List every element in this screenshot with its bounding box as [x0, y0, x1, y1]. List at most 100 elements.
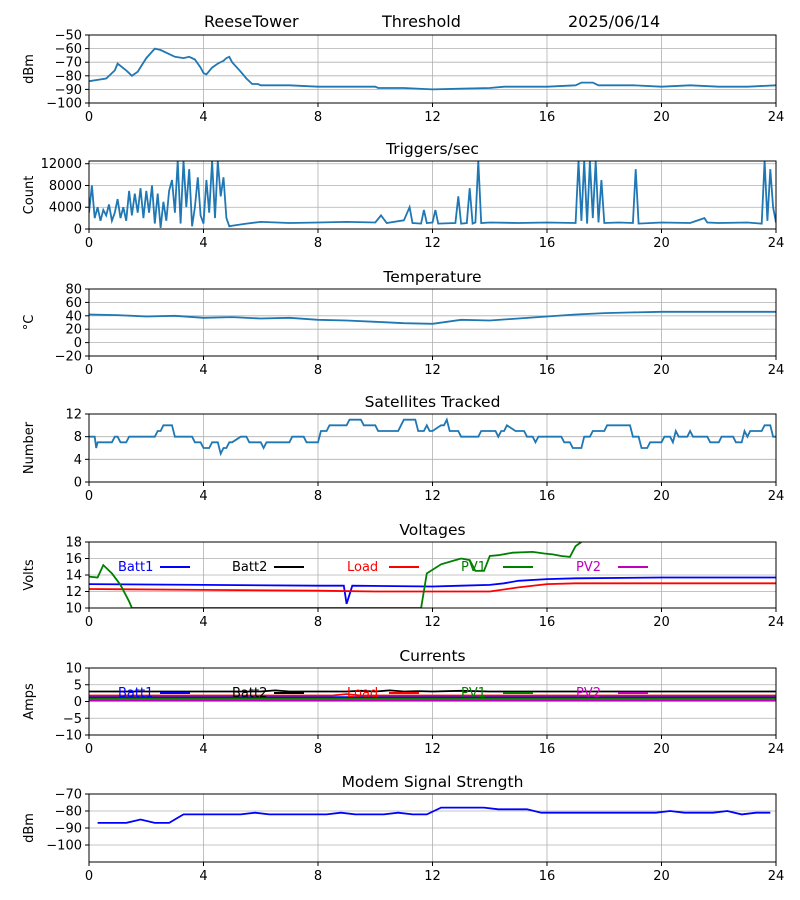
y-tick-label: −5 — [63, 712, 82, 727]
x-tick-label: 24 — [768, 615, 785, 630]
panel-6: 0 4 8 12 16 20 24 −100 −90 −80 −70 Modem Signal Str… — [22, 773, 784, 884]
y-tick-label: 80 — [65, 283, 82, 298]
header-station: ReeseTower — [204, 12, 299, 31]
x-tick-label: 20 — [653, 489, 670, 504]
x-tick-label: 24 — [768, 236, 785, 251]
series-line-batt2 — [89, 689, 776, 693]
series-line-pv1 — [89, 542, 582, 608]
y-tick-label: 20 — [65, 323, 82, 338]
panel-title: Modem Signal Strength — [342, 773, 524, 791]
y-tick-label: 10 — [65, 662, 82, 677]
y-tick-label: −20 — [55, 350, 82, 365]
legend-label: Batt2 — [232, 686, 267, 701]
y-axis-label: Amps — [22, 683, 37, 720]
x-tick-label: 0 — [85, 236, 93, 251]
x-tick-label: 12 — [424, 615, 441, 630]
series-line — [89, 47, 776, 91]
x-tick-label: 4 — [199, 363, 207, 378]
x-tick-label: 20 — [653, 236, 670, 251]
y-tick-label: −70 — [55, 788, 82, 803]
legend-label: PV1 — [461, 686, 486, 701]
panel-1: 0 4 8 12 16 20 24 0 4000 8000 12000 Triggers/sec Cou… — [22, 140, 784, 251]
y-tick-label: −70 — [55, 56, 82, 71]
x-tick-label: 8 — [314, 742, 322, 757]
y-tick-label: 12000 — [41, 157, 82, 172]
panel-title: Temperature — [382, 268, 481, 286]
x-tick-label: 4 — [199, 869, 207, 884]
y-tick-label: 40 — [65, 309, 82, 324]
y-tick-label: −90 — [55, 822, 82, 837]
x-tick-label: 8 — [314, 869, 322, 884]
x-tick-label: 8 — [314, 236, 322, 251]
y-tick-label: −100 — [46, 839, 82, 854]
y-tick-label: 0 — [74, 695, 82, 710]
x-tick-label: 24 — [768, 742, 785, 757]
x-tick-label: 16 — [539, 615, 556, 630]
y-tick-label: −100 — [46, 97, 82, 112]
x-tick-label: 0 — [85, 110, 93, 125]
x-tick-label: 4 — [199, 742, 207, 757]
y-tick-label: 10 — [65, 602, 82, 617]
y-tick-label: 4 — [74, 453, 82, 468]
x-tick-label: 20 — [653, 742, 670, 757]
series-line — [89, 417, 776, 457]
x-tick-label: 4 — [199, 489, 207, 504]
x-tick-label: 12 — [424, 742, 441, 757]
y-tick-label: 60 — [65, 296, 82, 311]
x-tick-label: 0 — [85, 489, 93, 504]
y-tick-label: 0 — [74, 223, 82, 238]
x-tick-label: 8 — [314, 615, 322, 630]
x-tick-label: 16 — [539, 869, 556, 884]
series-line — [89, 310, 776, 325]
y-tick-label: −10 — [55, 729, 82, 744]
legend-label: Batt1 — [118, 686, 153, 701]
y-tick-label: 4000 — [49, 201, 82, 216]
legend-label: Batt2 — [232, 560, 267, 575]
series-line-batt1 — [89, 576, 776, 605]
x-tick-label: 4 — [199, 615, 207, 630]
series-line — [89, 161, 776, 228]
panel-title: Currents — [399, 647, 465, 665]
x-tick-label: 8 — [314, 110, 322, 125]
y-tick-label: 8000 — [49, 179, 82, 194]
y-tick-label: 16 — [65, 552, 82, 567]
x-tick-label: 16 — [539, 742, 556, 757]
x-tick-label: 0 — [85, 615, 93, 630]
legend-label: PV2 — [576, 560, 601, 575]
series-line-load — [89, 582, 776, 593]
x-tick-label: 24 — [768, 363, 785, 378]
y-tick-label: 8 — [74, 430, 82, 445]
x-tick-label: 20 — [653, 110, 670, 125]
x-tick-label: 16 — [539, 363, 556, 378]
x-tick-label: 12 — [424, 236, 441, 251]
x-tick-label: 12 — [424, 110, 441, 125]
y-tick-label: 14 — [65, 569, 82, 584]
x-tick-label: 0 — [85, 742, 93, 757]
y-tick-label: −80 — [55, 69, 82, 84]
x-tick-label: 20 — [653, 363, 670, 378]
y-tick-label: −80 — [55, 805, 82, 820]
y-axis-label: dBm — [22, 54, 37, 84]
x-tick-label: 20 — [653, 869, 670, 884]
y-tick-label: 12 — [65, 585, 82, 600]
y-tick-label: 5 — [74, 678, 82, 693]
y-tick-label: 0 — [74, 336, 82, 351]
y-tick-label: 0 — [74, 476, 82, 491]
x-tick-label: 12 — [424, 363, 441, 378]
x-tick-label: 20 — [653, 615, 670, 630]
y-axis-label: dBm — [22, 813, 37, 843]
panel-title: Satellites Tracked — [365, 393, 501, 411]
x-tick-label: 12 — [424, 869, 441, 884]
y-tick-label: −90 — [55, 83, 82, 98]
y-axis-label: Count — [22, 176, 37, 215]
x-tick-label: 8 — [314, 489, 322, 504]
legend-label: Load — [347, 686, 378, 701]
y-tick-label: −50 — [55, 29, 82, 44]
y-tick-label: 18 — [65, 536, 82, 551]
legend-label: PV1 — [461, 560, 486, 575]
series-line-load — [89, 693, 776, 697]
